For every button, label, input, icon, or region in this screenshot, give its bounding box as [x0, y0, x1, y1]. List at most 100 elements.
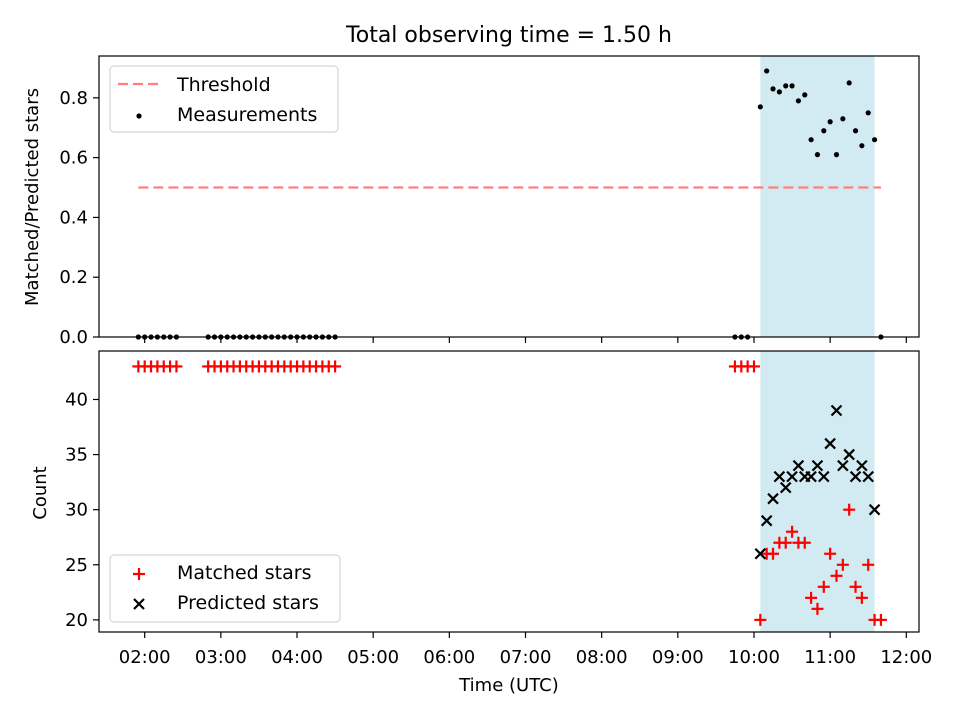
bottom-legend-box	[109, 554, 341, 623]
y-tick-label: 35	[65, 445, 88, 466]
measurement-point	[764, 68, 770, 74]
predicted-star-point	[811, 459, 824, 472]
measurement-point	[865, 110, 871, 116]
matched-star-point	[830, 569, 843, 582]
matched-star-points	[132, 360, 887, 626]
top-legend-box	[109, 65, 339, 133]
top-x-ticks	[144, 337, 907, 343]
predicted-star-point	[805, 470, 817, 483]
top-panel: 0.00.20.40.60.8 Matched/Predicted stars …	[22, 55, 920, 348]
predicted-star-point	[837, 459, 849, 472]
top-y-axis-label: Matched/Predicted stars	[22, 88, 43, 306]
predicted-star-point	[818, 470, 830, 483]
x-tick-label: 04:00	[271, 647, 323, 668]
y-tick-label: 40	[65, 389, 88, 410]
predicted-star-point	[824, 437, 836, 450]
matched-star-point	[836, 558, 849, 571]
predicted-star-point	[786, 470, 798, 483]
measurement-point	[808, 137, 814, 143]
predicted-star-point	[843, 448, 855, 461]
x-tick-label: 02:00	[119, 647, 171, 668]
top-y-ticks: 0.0 0.2 0.4 0.6 0.8	[59, 88, 99, 348]
y-tick-label: 30	[65, 500, 88, 521]
measurement-point	[833, 152, 840, 158]
matched-star-point	[170, 360, 183, 373]
measurement-point	[852, 128, 859, 134]
bottom-shaded-interval	[760, 351, 875, 632]
bottom-y-ticks: 20 25 30 35 40	[65, 389, 99, 631]
predicted-star-point	[792, 459, 805, 472]
matched-star-point	[754, 613, 767, 626]
measurement-point	[789, 83, 795, 89]
top-plot-frame	[98, 55, 920, 338]
predicted-star-point	[830, 404, 843, 417]
predicted-star-point	[868, 503, 881, 516]
legend-threshold-label: Threshold	[176, 74, 271, 96]
measurement-point	[859, 143, 865, 149]
matched-star-point	[855, 591, 868, 604]
measurement-point	[757, 104, 763, 110]
legend-predicted-swatch	[133, 598, 145, 610]
matched-star-point	[779, 536, 792, 549]
measurement-point	[783, 83, 789, 89]
x-tick-label: 05:00	[347, 647, 399, 668]
x-tick-label: 06:00	[423, 647, 475, 668]
legend-measurements-label: Measurements	[177, 104, 317, 126]
matched-star-point	[843, 503, 856, 516]
predicted-star-point	[754, 547, 767, 560]
legend-matched-label: Matched stars	[177, 562, 311, 584]
y-tick-label: 0.6	[59, 148, 88, 169]
y-tick-label: 0.4	[59, 207, 88, 228]
measurement-point	[840, 116, 846, 122]
y-tick-label: 0.8	[59, 88, 88, 109]
x-tick-label: 08:00	[576, 647, 628, 668]
y-tick-label: 20	[65, 610, 88, 631]
predicted-star-points	[754, 404, 881, 560]
predicted-star-point	[862, 470, 875, 483]
x-tick-label: 03:00	[195, 647, 247, 668]
matched-star-point	[849, 580, 862, 593]
legend-matched-swatch	[133, 568, 145, 580]
bottom-panel: 20 25 30 35 40 02:00 03:00 04:00 05:00 06:00 07:0…	[30, 350, 932, 696]
x-tick-label: 11:00	[804, 647, 856, 668]
x-tick-label: 10:00	[728, 647, 780, 668]
bottom-x-ticks: 02:00 03:00 04:00 05:00 06:00 07:00 08:00 09:00…	[119, 632, 932, 668]
x-tick-label: 12:00	[880, 647, 932, 668]
matched-star-point	[824, 547, 837, 560]
predicted-star-point	[779, 481, 792, 494]
measurement-point	[776, 89, 782, 95]
top-legend: Threshold Measurements	[109, 65, 339, 133]
matched-star-point	[811, 602, 824, 615]
x-tick-label: 09:00	[652, 647, 704, 668]
predicted-star-point	[849, 470, 862, 483]
measurement-point	[770, 86, 776, 92]
matched-star-point	[798, 536, 811, 549]
measurement-point	[795, 98, 802, 104]
measurement-point	[846, 80, 852, 86]
matched-star-point	[747, 360, 760, 373]
matched-star-point	[862, 558, 875, 571]
measurement-point	[821, 128, 827, 134]
x-tick-label: 07:00	[500, 647, 552, 668]
legend-predicted-label: Predicted stars	[177, 592, 319, 614]
bottom-plot-frame	[98, 350, 920, 633]
bottom-y-axis-label: Count	[30, 466, 51, 519]
bottom-legend: Matched stars Predicted stars	[109, 554, 341, 623]
matched-star-point	[767, 547, 780, 560]
measurement-point	[802, 92, 808, 98]
matched-star-point	[874, 613, 887, 626]
top-shaded-interval	[760, 56, 875, 337]
measurement-point	[827, 119, 833, 125]
measurement-point	[814, 152, 821, 158]
matched-star-point	[805, 591, 818, 604]
legend-measurement-swatch	[136, 113, 142, 119]
figure-title: Total observing time = 1.50 h	[345, 23, 672, 48]
predicted-star-point	[767, 492, 779, 505]
x-axis-label: Time (UTC)	[458, 675, 559, 696]
predicted-star-point	[760, 514, 773, 527]
predicted-star-point	[856, 459, 868, 472]
predicted-star-point	[773, 470, 786, 483]
y-tick-label: 25	[65, 555, 88, 576]
y-tick-label: 0.2	[59, 267, 88, 288]
